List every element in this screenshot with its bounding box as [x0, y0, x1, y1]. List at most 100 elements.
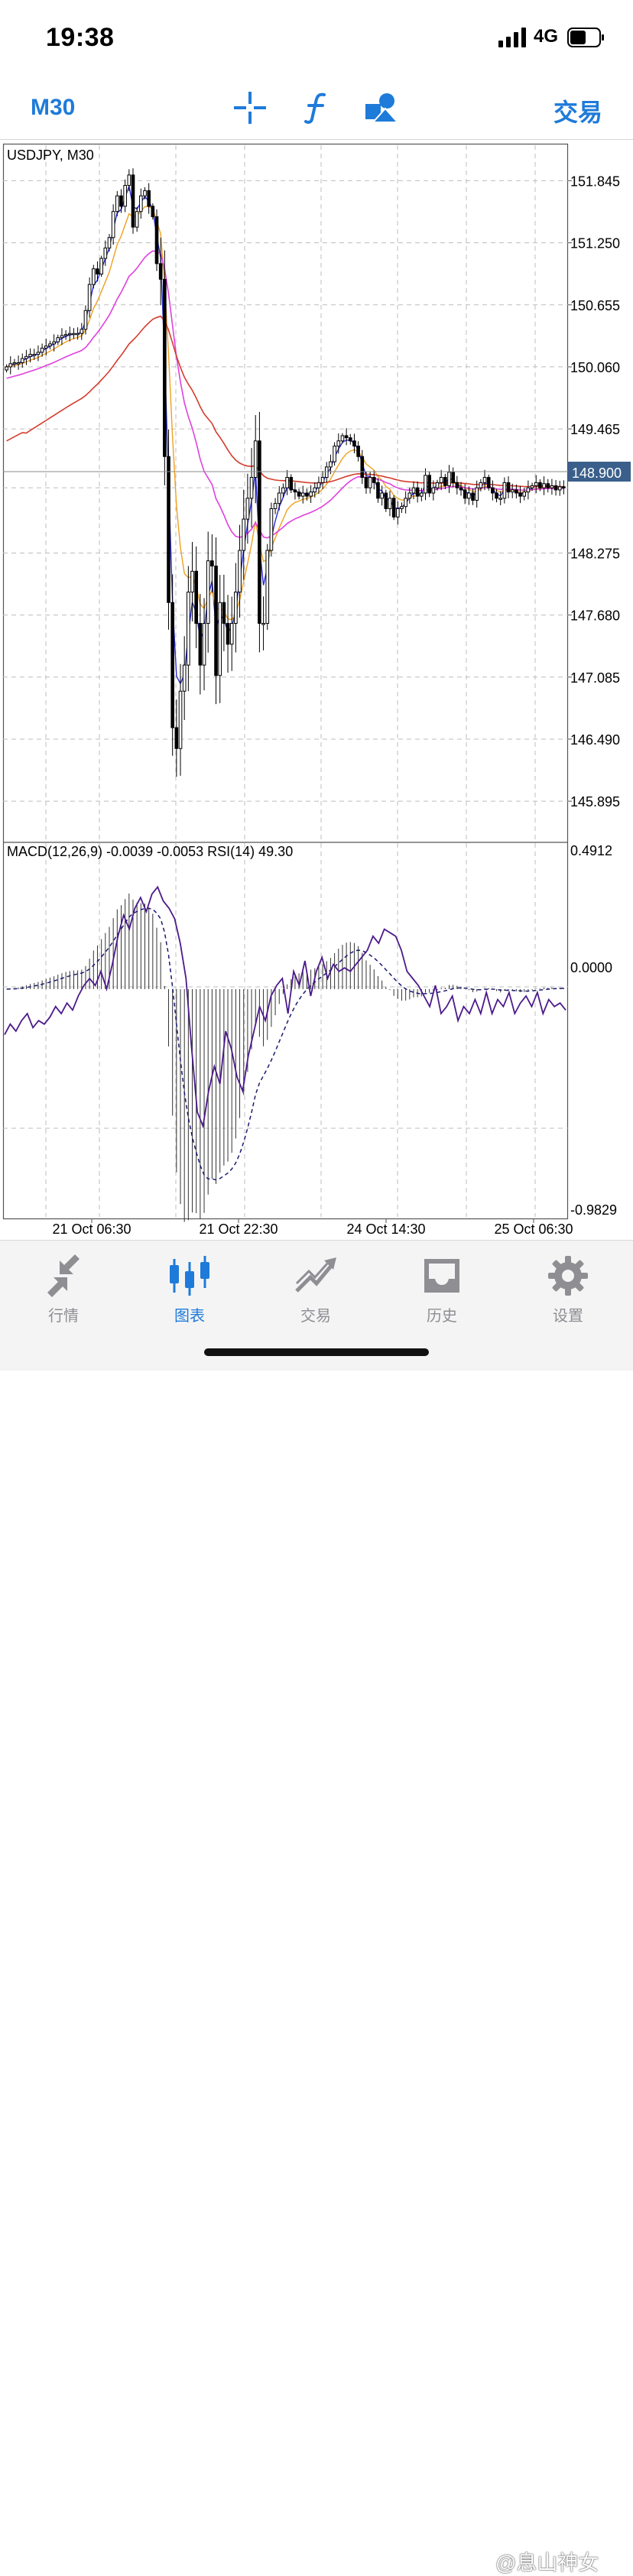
candle-bull — [333, 446, 336, 462]
candle-bear — [356, 446, 360, 457]
tab-label: 交易 — [300, 1308, 331, 1325]
candle-bear — [515, 489, 518, 494]
watermark-text: @息山神女 — [495, 2552, 599, 2574]
candle-bull — [238, 550, 242, 593]
candle-bear — [518, 492, 522, 497]
candle-bear — [297, 492, 301, 497]
tab-history[interactable]: 历史 — [392, 1254, 492, 1331]
candle-bull — [300, 492, 305, 497]
candle-bull — [139, 195, 143, 213]
candle-bull — [80, 329, 84, 334]
candle-bull — [526, 487, 531, 493]
tab-label: 行情 — [48, 1308, 79, 1325]
price-chart[interactable]: 148.900 USDJPY, M30 MACD(12,26,9) -0.003… — [0, 142, 633, 1235]
chart-area[interactable]: 148.900 USDJPY, M30 MACD(12,26,9) -0.003… — [0, 142, 633, 1235]
candle-bull — [380, 492, 384, 499]
candle-bear — [384, 492, 388, 509]
candle-bull — [182, 664, 187, 692]
tab-trade[interactable]: 交易 — [266, 1254, 365, 1331]
candle-bull — [261, 623, 265, 625]
toolbar-divider — [0, 139, 633, 140]
candle-bull — [400, 506, 404, 509]
candle-bull — [143, 190, 147, 196]
macd-signal-line — [6, 907, 564, 1181]
candle-bull — [281, 487, 285, 494]
candle-bear — [562, 486, 566, 488]
candle-bear — [167, 456, 170, 603]
shapes-icon[interactable] — [364, 90, 399, 125]
rsi-line — [4, 885, 566, 1129]
history-inbox-icon — [424, 1259, 459, 1293]
trade-trend-icon — [295, 1257, 336, 1293]
candle-bull — [178, 690, 183, 749]
candle-bull — [87, 284, 92, 311]
candle-bear — [348, 437, 352, 442]
time-axis: 21 Oct 06:30 21 Oct 22:30 24 Oct 14:30 25 O… — [52, 1218, 573, 1235]
candle-bull — [336, 440, 341, 447]
candle-bull — [60, 335, 64, 339]
time-tick-label: 24 Oct 14:30 — [346, 1221, 425, 1235]
chart-toolbar: M30 交易 — [0, 76, 633, 139]
candle-bull — [12, 362, 17, 365]
candle-bear — [553, 485, 558, 491]
candle-bull — [313, 487, 317, 493]
candle-bull — [20, 358, 24, 363]
candle-bear — [455, 482, 459, 488]
candle-bull — [107, 237, 112, 248]
candle-bull — [127, 174, 131, 187]
candle-bear — [344, 435, 349, 439]
candle-bull — [277, 492, 281, 504]
time-tick-label: 25 Oct 06:30 — [494, 1221, 573, 1235]
candle-bull — [530, 485, 534, 488]
price-tick-label: 147.085 — [570, 670, 620, 686]
candle-bull — [502, 482, 507, 499]
chart-frame — [2, 143, 569, 1220]
candle-bull — [285, 477, 289, 488]
candle-bull — [103, 247, 108, 259]
candle-bull — [316, 482, 321, 488]
candle-bull — [510, 489, 515, 493]
candle-bear — [372, 477, 376, 483]
candle-bull — [475, 487, 479, 501]
price-tick-label: 151.845 — [570, 174, 620, 189]
settings-gear-icon — [548, 1256, 588, 1296]
candle-bear — [427, 475, 431, 494]
candle-bear — [538, 482, 542, 488]
tab-chart[interactable]: 图表 — [140, 1254, 239, 1331]
candle-bull — [439, 477, 443, 483]
crosshair-icon[interactable] — [232, 90, 268, 125]
candle-bear — [451, 472, 455, 483]
candle-bull — [411, 487, 416, 494]
battery-icon — [567, 28, 604, 47]
candle-bear — [471, 492, 475, 501]
quotes-arrows-icon — [47, 1254, 80, 1297]
candle-bear — [194, 570, 199, 625]
candle-bull — [8, 363, 13, 368]
candle-bull — [72, 333, 76, 336]
price-tick-label: 147.680 — [570, 608, 620, 624]
candle-bear — [258, 440, 261, 625]
candle-bull — [28, 354, 32, 357]
status-time: 19:38 — [46, 23, 115, 52]
moving-average-blue — [6, 183, 564, 686]
tab-settings[interactable]: 设置 — [518, 1254, 618, 1331]
trade-button[interactable]: 交易 — [553, 99, 603, 126]
candle-bull — [24, 355, 28, 359]
time-tick-label: 21 Oct 06:30 — [52, 1221, 131, 1235]
candle-bull — [534, 482, 538, 486]
price-tick-label: 150.060 — [570, 360, 620, 375]
indicator-tick-label: 0.4912 — [570, 843, 612, 858]
candle-bear — [352, 440, 356, 447]
candle-bear — [486, 477, 491, 488]
candle-bull — [498, 498, 503, 500]
candle-bear — [119, 195, 123, 207]
candle-bull — [320, 477, 325, 483]
candle-bull — [557, 486, 562, 491]
timeframe-button[interactable]: M30 — [31, 95, 76, 120]
tab-quotes[interactable]: 行情 — [14, 1254, 113, 1331]
candle-bull — [482, 477, 487, 483]
function-icon[interactable] — [300, 90, 335, 125]
candle-bull — [190, 570, 194, 593]
candle-bull — [229, 623, 234, 645]
candle-bull — [83, 310, 88, 330]
